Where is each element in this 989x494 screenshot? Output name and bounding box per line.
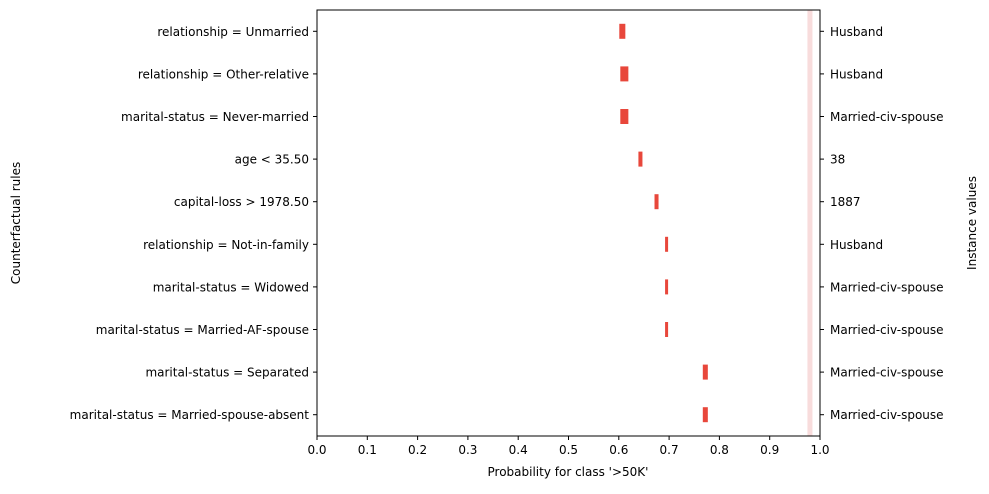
reference-band [807, 10, 813, 436]
rule-label: relationship = Unmarried [157, 25, 309, 39]
rule-bar [702, 364, 708, 380]
instance-value-label: 1887 [830, 195, 861, 209]
x-tick-label: 0.9 [760, 443, 779, 457]
rule-label: marital-status = Married-spouse-absent [70, 408, 310, 422]
rule-label: marital-status = Never-married [121, 110, 309, 124]
rule-bar [620, 109, 629, 124]
rule-label: marital-status = Married-AF-spouse [96, 323, 309, 337]
rule-bar [665, 322, 669, 337]
x-tick-label: 0.8 [710, 443, 729, 457]
x-tick-label: 0.6 [609, 443, 628, 457]
rule-label: marital-status = Separated [145, 366, 309, 380]
rule-bar [620, 66, 629, 82]
rule-bar [654, 194, 659, 210]
x-tick-label: 0.2 [408, 443, 427, 457]
instance-value-label: Married-civ-spouse [830, 366, 944, 380]
instance-value-label: Married-civ-spouse [830, 323, 944, 337]
rule-bar [638, 151, 643, 167]
right-tick-layer: Husband Husband Married-civ-spouse 38 1887 Hu… [820, 25, 944, 422]
x-tick-label: 0.3 [458, 443, 477, 457]
instance-value-label: Husband [830, 67, 883, 81]
instance-value-label: Married-civ-spouse [830, 408, 944, 422]
y-axis-label: Counterfactual rules [9, 162, 23, 284]
rule-label: age < 35.50 [235, 153, 309, 167]
x-tick-label: 1.0 [810, 443, 829, 457]
x-tick-label: 0.5 [559, 443, 578, 457]
instance-value-label: 38 [830, 153, 845, 167]
rule-bar [665, 236, 669, 252]
rule-label: marital-status = Widowed [153, 280, 309, 294]
reference-band-layer [807, 10, 813, 436]
instance-value-label: Married-civ-spouse [830, 280, 944, 294]
rule-bar [619, 23, 626, 39]
x-axis-label: Probability for class '>50K' [488, 465, 649, 479]
x-tick-label: 0.4 [509, 443, 528, 457]
x-tick-label: 0.1 [358, 443, 377, 457]
left-tick-layer: relationship = Unmarried relationship = O… [70, 25, 317, 422]
rule-bar [702, 407, 708, 423]
x-tick-label: 0.0 [307, 443, 326, 457]
rule-bar [665, 279, 669, 295]
rule-label: relationship = Not-in-family [143, 238, 309, 252]
x-tick-layer: 0.0 0.1 0.2 0.3 0.4 0.5 0.6 0.7 0.8 0.9 1.0 [307, 436, 830, 457]
instance-value-label: Husband [830, 238, 883, 252]
y-axis-label-right: Instance values [965, 176, 979, 270]
instance-value-label: Married-civ-spouse [830, 110, 944, 124]
x-tick-label: 0.7 [660, 443, 679, 457]
rule-label: relationship = Other-relative [138, 67, 309, 81]
instance-value-label: Husband [830, 25, 883, 39]
rule-label: capital-loss > 1978.50 [174, 195, 309, 209]
bars-layer [619, 23, 708, 423]
